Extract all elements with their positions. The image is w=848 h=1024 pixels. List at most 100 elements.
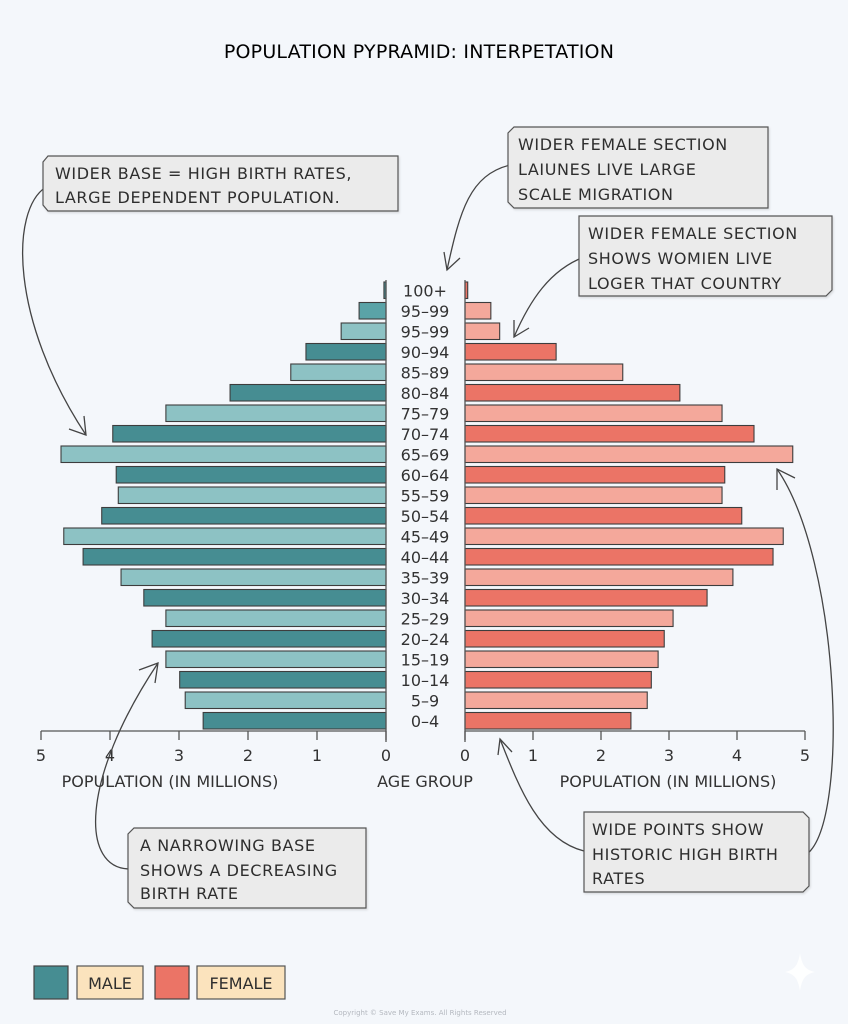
- age-label-14: 35–39: [401, 568, 450, 587]
- age-label-18: 15–19: [401, 650, 450, 669]
- right-tick-label-5: 5: [800, 746, 810, 765]
- bar-male-2: [340, 322, 387, 341]
- age-label-5: 80–84: [401, 384, 450, 403]
- bar-female-8: [464, 445, 794, 464]
- callout-women-longer-line-2: SHOWS WOMIEN LIVE: [588, 249, 773, 268]
- bar-female-20: [464, 691, 648, 710]
- callout-wider-base-line-1: WIDER BASE = HIGH BIRTH RATES,: [55, 164, 352, 183]
- sparkle-icon: [785, 953, 815, 991]
- callout-narrowing-base-line-3: BIRTH RATE: [140, 884, 239, 903]
- arrowhead-wide-points-left: [497, 737, 513, 756]
- legend-label-box-female: [196, 965, 286, 1000]
- right-tick-label-2: 2: [596, 746, 606, 765]
- female-bars: [464, 281, 794, 730]
- bar-male-17: [151, 629, 387, 648]
- callout-wide-points-line-3: RATES: [592, 869, 645, 888]
- callout-women-longer-line-1: WIDER FEMALE SECTION: [588, 224, 798, 243]
- callout-migration-line-1: WIDER FEMALE SECTION: [518, 135, 728, 154]
- age-label-12: 45–49: [401, 527, 450, 546]
- bar-male-9: [115, 465, 387, 484]
- bar-female-13: [464, 547, 774, 566]
- bar-female-14: [464, 568, 734, 587]
- bar-female-2: [464, 322, 501, 341]
- right-tick-label-4: 4: [732, 746, 742, 765]
- bar-female-4: [464, 363, 624, 382]
- age-label-17: 20–24: [401, 630, 450, 649]
- bar-female-9: [464, 465, 726, 484]
- age-label-0: 100+: [403, 281, 447, 300]
- bar-male-1: [358, 301, 387, 320]
- age-label-8: 65–69: [401, 445, 450, 464]
- left-tick-label-3: 3: [174, 746, 184, 765]
- arrowhead-migration: [443, 251, 461, 272]
- arrow-migration: [446, 164, 511, 271]
- bar-male-8: [60, 445, 387, 464]
- callout-migration-line-3: SCALE MIGRATION: [518, 185, 674, 204]
- callout-narrowing-base-line-2: SHOWS A DECREASING: [140, 861, 338, 880]
- callout-narrowing-base-line-1: A NARROWING BASE: [140, 836, 316, 855]
- legend: MALE FEMALE: [33, 965, 286, 1000]
- callout-wide-points-line-2: HISTORIC HIGH BIRTH: [592, 845, 779, 864]
- age-label-1: 95–99: [401, 302, 450, 321]
- bar-male-15: [143, 588, 387, 607]
- right-axis-title: POPULATION (IN MILLIONS): [560, 772, 777, 791]
- bar-male-12: [63, 527, 387, 546]
- legend-label-male: MALE: [88, 974, 132, 993]
- age-group-labels: 100+95–9995–9990–9485–8980–8475–7970–746…: [401, 281, 450, 731]
- age-label-9: 60–64: [401, 466, 450, 485]
- bar-female-17: [464, 629, 665, 648]
- bar-male-18: [165, 650, 387, 669]
- bar-male-14: [120, 568, 387, 587]
- age-label-7: 70–74: [401, 425, 450, 444]
- center-axis-title: AGE GROUP: [377, 772, 473, 791]
- left-tick-label-5: 5: [36, 746, 46, 765]
- callout-women-longer-line-3: LOGER THAT COUNTRY: [588, 274, 782, 293]
- age-label-16: 25–29: [401, 609, 450, 628]
- bar-male-4: [290, 363, 387, 382]
- callout-women-longer: WIDER FEMALE SECTION SHOWS WOMIEN LIVE L…: [578, 215, 833, 297]
- arrow-women-longer: [513, 256, 585, 338]
- bar-female-3: [464, 342, 557, 361]
- age-label-3: 90–94: [401, 343, 450, 362]
- right-tick-label-3: 3: [664, 746, 674, 765]
- callout-migration-line-2: LAIUNES LIVE LARGE: [518, 160, 696, 179]
- arrow-wider-base: [22, 186, 87, 436]
- age-label-15: 30–34: [401, 589, 450, 608]
- age-label-6: 75–79: [401, 404, 450, 423]
- callout-narrowing-base: A NARROWING BASE SHOWS A DECREASING BIRT…: [127, 827, 367, 909]
- copyright-footer: Copyright © Save My Exams. All Rights Re…: [333, 1009, 506, 1017]
- arrowhead-narrowing-base: [138, 662, 159, 684]
- bar-male-13: [82, 547, 387, 566]
- arrow-wide-points-left: [499, 738, 585, 852]
- callout-wide-points: WIDE POINTS SHOW HISTORIC HIGH BIRTH RAT…: [583, 811, 810, 893]
- legend-label-box-male: [76, 965, 144, 1000]
- bar-male-16: [165, 609, 387, 628]
- age-label-20: 5–9: [411, 691, 439, 710]
- left-tick-label-0: 0: [381, 746, 391, 765]
- age-label-2: 95–99: [401, 322, 450, 341]
- callout-wider-base-line-2: LARGE DEPENDENT POPULATION.: [55, 188, 340, 207]
- age-label-4: 85–89: [401, 363, 450, 382]
- left-tick-label-1: 1: [312, 746, 322, 765]
- age-label-19: 10–14: [401, 671, 450, 690]
- age-label-11: 50–54: [401, 507, 450, 526]
- chart-title: POPULATION PYPRAMID: INTERPETATION: [224, 41, 614, 63]
- bar-male-19: [179, 670, 387, 689]
- bar-male-7: [112, 424, 387, 443]
- age-label-21: 0–4: [411, 712, 439, 731]
- left-axis-title: POPULATION (IN MILLIONS): [62, 772, 279, 791]
- right-axis-ticks: 0 1 2 3 4 5: [460, 731, 810, 765]
- bar-female-16: [464, 609, 674, 628]
- age-label-10: 55–59: [401, 486, 450, 505]
- bar-female-21: [464, 711, 632, 730]
- bar-male-3: [305, 342, 387, 361]
- arrowhead-women-longer: [513, 320, 530, 339]
- arrowhead-wide-points-right: [776, 467, 796, 490]
- bar-male-6: [165, 404, 387, 423]
- bar-male-5: [229, 383, 387, 402]
- bar-female-11: [464, 506, 743, 525]
- male-bars: [60, 281, 387, 730]
- bar-male-10: [117, 486, 387, 505]
